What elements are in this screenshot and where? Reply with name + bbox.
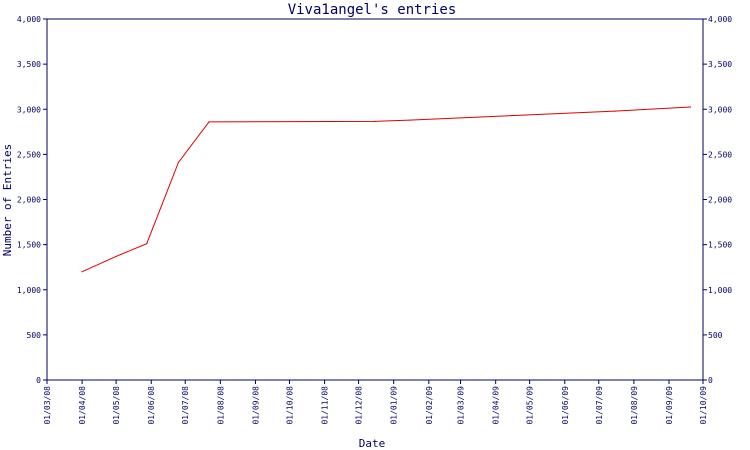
data-point [614,110,616,112]
data-point [81,271,83,273]
series-line [81,106,691,273]
data-point [510,115,513,117]
data-point [146,243,148,245]
x-tick-label: 01/10/08 [285,386,294,425]
x-tick-label: 01/06/09 [561,386,570,425]
x-tick-label: 01/09/08 [251,386,260,425]
x-tick-label: 01/04/08 [78,386,87,425]
y-tick-label-left: 500 [27,331,42,340]
y-axis-title: Number of Entries [1,144,14,257]
data-point [689,106,692,108]
x-tick-label: 01/08/09 [630,386,639,425]
data-point [208,121,210,123]
y-tick-label-right: 3,000 [708,105,732,114]
data-point [373,120,375,122]
x-tick-label: 01/11/08 [321,386,330,425]
y-tick-label-right: 1,500 [708,241,732,250]
y-tick-label-right: 2,500 [708,150,732,159]
chart-title: Viva1angel's entries [288,2,457,18]
x-tick-label: 01/02/09 [425,386,434,425]
x-tick-label: 01/03/09 [457,386,466,425]
x-tick-label: 01/09/09 [665,386,674,425]
data-point [409,119,411,121]
data-point [115,255,117,257]
y-tick-label-right: 0 [708,376,713,385]
y-tick-label-left: 3,000 [17,105,41,114]
x-tick-label: 01/01/09 [390,386,399,425]
y-tick-label-left: 4,000 [17,15,41,24]
y-tick-label-left: 2,500 [17,150,41,159]
y-tick-label-right: 4,000 [708,15,732,24]
x-tick-label: 01/07/08 [181,386,190,425]
y-tick-label-right: 500 [708,331,723,340]
x-tick-label: 01/05/08 [112,386,121,425]
x-tick-label: 01/12/08 [355,386,364,425]
x-tick-label: 01/08/08 [216,386,225,425]
x-tick-label: 01/05/09 [526,386,535,425]
x-tick-label: 01/06/08 [147,386,156,425]
y-tick-label-left: 1,500 [17,241,41,250]
x-tick-label: 01/04/09 [492,386,501,425]
y-tick-label-left: 1,000 [17,286,41,295]
y-axis-left: 0 500 1,000 1,500 2,000 2,500 3,000 3,500 4,000 [17,15,47,385]
series-layer [81,106,692,273]
y-tick-label-left: 2,000 [17,196,41,205]
data-point [177,161,179,164]
x-tick-label: 01/07/09 [595,386,604,425]
y-tick-label-right: 2,000 [708,196,732,205]
y-tick-label-right: 3,500 [708,60,732,69]
x-axis: 01/03/08 01/04/08 01/05/08 01/06/08 01/07/08… [43,380,708,425]
x-tick-label: 01/10/09 [699,386,708,425]
x-axis-title: Date [359,437,386,450]
y-tick-label-left: 3,500 [17,60,41,69]
y-tick-label-left: 0 [36,376,41,385]
y-axis-right: 0 500 1,000 1,500 2,000 2,500 3,000 3,500 4,000 [703,15,732,385]
x-tick-label: 01/03/08 [43,386,52,425]
y-tick-label-right: 1,000 [708,286,732,295]
